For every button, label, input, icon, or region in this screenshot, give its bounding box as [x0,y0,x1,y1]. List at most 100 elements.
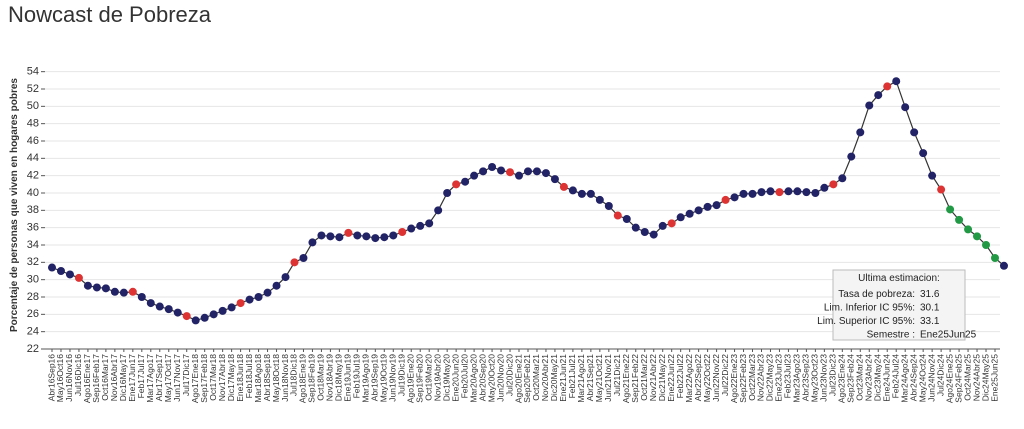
tooltip-value: 33.1 [920,316,940,327]
marker [506,168,515,177]
x-tick-label: Ago18Ene19 [298,354,308,403]
tooltip-value: 30.1 [920,303,940,314]
tooltip-value: 31.6 [920,289,940,300]
marker [712,201,721,210]
marker [119,288,128,297]
x-tick-label: Dic22May23 [765,354,775,402]
marker [56,267,65,275]
marker [604,202,613,210]
x-tick-label: Jul23Dic23 [828,354,838,396]
marker [209,310,218,319]
x-tick-label: Abr18Sep18 [262,354,272,402]
marker [308,238,317,247]
y-tick-label: 40 [27,187,39,199]
marker [685,209,694,218]
x-tick-label: Dic23May24 [872,354,882,402]
marker [631,223,640,232]
marker [999,261,1008,270]
x-tick-label: May22Oct22 [702,354,712,402]
x-tick-label: Dic19May20 [441,354,451,402]
marker [865,101,874,110]
y-tick-label: 48 [27,118,39,130]
y-tick-label: 46 [27,135,39,147]
marker [613,211,622,220]
marker [766,187,775,196]
tooltip-label: Semestre : [867,330,915,341]
marker [847,152,856,161]
x-tick-label: Ago20Ene21 [513,354,523,403]
marker [910,128,919,137]
x-tick-label: Dic17May18 [226,354,236,402]
marker [757,188,766,197]
marker [200,313,209,322]
x-tick-label: Jul18Dic18 [289,354,299,396]
y-tick-label: 32 [27,256,39,268]
x-tick-label: May23Oct23 [810,354,820,402]
x-tick-label: Ago23Ene24 [837,354,847,403]
marker [371,234,380,243]
tooltip-label: Tasa de pobreza: [838,289,915,300]
tooltip-box [832,269,966,341]
x-tick-label: Ago19Ene20 [405,354,415,403]
marker [425,219,434,228]
marker [155,302,164,311]
marker [721,195,730,204]
x-tick-label: Oct18Mar19 [316,354,326,401]
marker [398,228,407,236]
x-tick-label: Mar23Ago23 [792,354,802,403]
x-tick-label: Oct17Mar18 [208,354,218,401]
marker [236,299,245,308]
x-tick-label: Mar24Ago24 [899,354,909,403]
y-tick-label: 44 [27,152,39,164]
marker [407,224,416,233]
marker [74,273,83,282]
marker [820,183,829,192]
x-tick-label: Abr21Sep21 [585,354,595,402]
marker [92,283,101,292]
tooltip-title: Ultima estimacion: [858,273,940,284]
y-axis-label: Porcentaje de personas que viven en hoga… [9,78,20,332]
marker [173,308,182,317]
marker [874,91,883,100]
y-tick-label: 24 [27,326,39,338]
tooltip: Ultima estimacion: Tasa de pobreza: 31.6 L… [817,269,977,341]
marker [497,166,506,175]
x-tick-label: Nov20Abr21 [540,354,550,402]
x-tick-label: Sep16Feb17 [91,354,101,403]
x-tick-label: Feb24Jul24 [890,354,900,399]
x-tick-label: Oct24Mar25 [962,354,972,401]
x-tick-label: Jun17Nov17 [172,354,182,402]
y-tick-label: 38 [27,204,39,216]
marker [775,188,784,197]
x-tick-label: May24Oct24 [917,354,927,402]
marker [227,303,236,312]
y-tick-label: 42 [27,170,39,182]
marker [964,225,973,234]
marker [110,287,119,296]
marker [164,305,173,314]
x-tick-label: Ene23Jun23 [774,354,784,402]
x-tick-label: Nov16Abr17 [109,354,119,402]
x-tick-label: May17Oct17 [163,354,173,402]
x-tick-label: Mar21Ago21 [576,354,586,403]
marker [434,206,443,215]
x-tick-label: Feb17Jul17 [136,354,146,399]
marker [595,195,604,204]
marker [784,187,793,196]
y-tick-label: 28 [27,291,39,303]
x-tick-label: Mar18Ago18 [253,354,263,403]
x-tick-label: Jun22Nov22 [711,354,721,402]
marker [389,231,398,240]
x-tick-label: Dic20May21 [549,354,559,402]
marker [703,202,712,211]
marker [317,231,326,240]
marker [748,189,757,198]
x-tick-label: Ago24Ene25 [944,354,954,403]
marker [532,167,541,176]
x-tick-label: Nov24Abr25 [971,354,981,402]
marker [982,241,991,249]
x-tick-label: Ene17Jun17 [127,354,137,402]
marker [182,312,191,321]
marker [452,180,461,189]
x-tick-label: Jun24Nov24 [926,354,936,402]
